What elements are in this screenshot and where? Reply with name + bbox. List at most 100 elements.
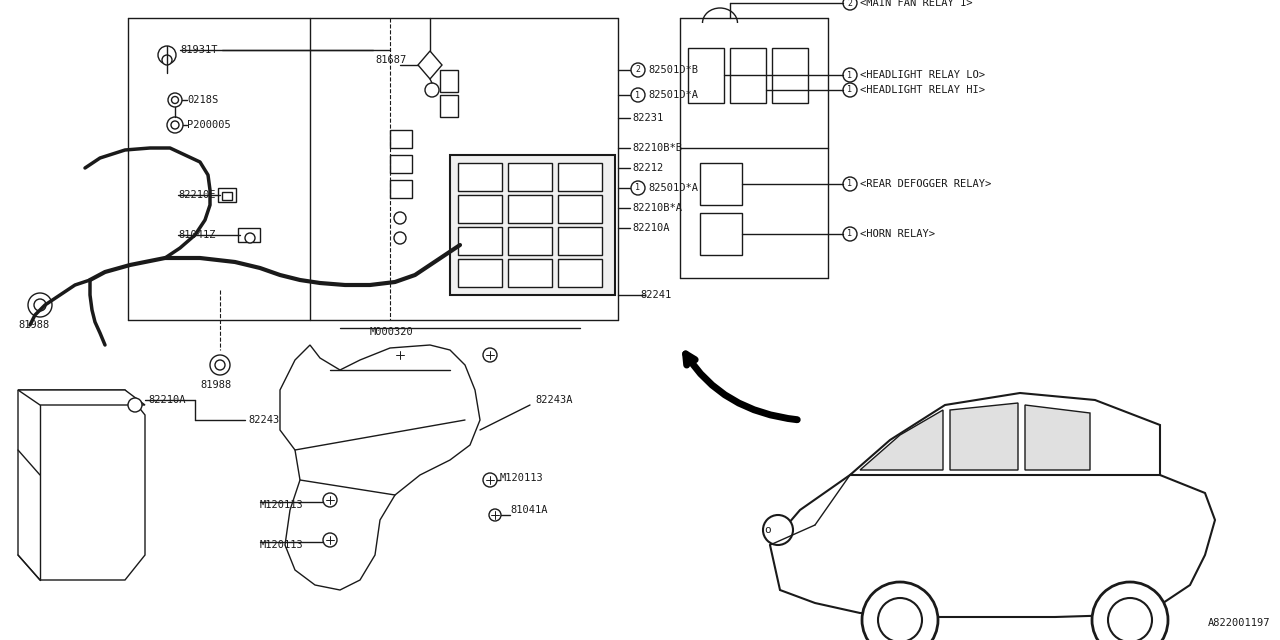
Polygon shape [18,390,145,405]
Circle shape [244,233,255,243]
Circle shape [1108,598,1152,640]
Text: <HEADLIGHT RELAY HI>: <HEADLIGHT RELAY HI> [860,85,986,95]
Text: 0218S: 0218S [187,95,219,105]
Bar [390,130,412,148]
Circle shape [763,515,794,545]
Bar [221,192,232,200]
Bar [558,259,602,287]
Polygon shape [850,393,1160,475]
Circle shape [483,473,497,487]
Bar [218,188,236,202]
Bar [458,163,502,191]
Circle shape [394,212,406,224]
Bar [508,259,552,287]
Circle shape [157,46,177,64]
Circle shape [323,493,337,507]
Text: 82212: 82212 [632,163,663,173]
Bar [508,195,552,223]
Text: M120113: M120113 [260,500,303,510]
Bar [508,227,552,255]
Text: 82241: 82241 [640,290,671,300]
Polygon shape [950,403,1018,470]
Text: 1: 1 [847,179,852,189]
Circle shape [163,55,172,65]
Circle shape [166,117,183,133]
Text: 82501D*A: 82501D*A [648,183,698,193]
Text: 82501D*B: 82501D*B [648,65,698,75]
Text: <REAR DEFOGGER RELAY>: <REAR DEFOGGER RELAY> [860,179,991,189]
Circle shape [878,598,922,640]
Circle shape [28,293,52,317]
Text: 81988: 81988 [18,320,49,330]
Bar [458,227,502,255]
Text: 82210A: 82210A [632,223,669,233]
Text: 82210B*A: 82210B*A [632,203,682,213]
Circle shape [425,83,439,97]
Bar [238,228,260,242]
Polygon shape [18,390,145,580]
Text: <MAIN FAN RELAY 1>: <MAIN FAN RELAY 1> [860,0,973,8]
Text: <HORN RELAY>: <HORN RELAY> [860,229,934,239]
Bar [458,259,502,287]
Text: 81931T: 81931T [180,45,218,55]
Polygon shape [771,457,1215,617]
Text: 82210B*B: 82210B*B [632,143,682,153]
Bar [390,155,412,173]
Circle shape [394,232,406,244]
Text: A822001197: A822001197 [1207,618,1270,628]
Bar [700,163,742,205]
Text: 1: 1 [635,184,640,193]
Text: 2: 2 [635,65,640,74]
Bar [451,155,614,295]
Text: o: o [764,525,772,535]
Circle shape [35,299,46,311]
Text: 2: 2 [847,0,852,8]
Circle shape [844,227,858,241]
Bar [558,227,602,255]
Text: 1: 1 [847,70,852,79]
Text: 82231: 82231 [632,113,663,123]
Text: 82501D*A: 82501D*A [648,90,698,100]
Bar [772,48,808,103]
FancyArrowPatch shape [686,354,797,420]
Circle shape [172,121,179,129]
Circle shape [844,177,858,191]
Bar [730,48,765,103]
Circle shape [631,88,645,102]
Text: 1: 1 [847,86,852,95]
Bar [440,95,458,117]
Text: 81041Z: 81041Z [178,230,215,240]
Text: 82243: 82243 [248,415,279,425]
Text: 82243A: 82243A [535,395,572,405]
Text: M120113: M120113 [500,473,544,483]
Text: 82210E: 82210E [178,190,215,200]
Circle shape [631,63,645,77]
Circle shape [483,348,497,362]
Bar [700,213,742,255]
Polygon shape [419,51,442,79]
Circle shape [844,0,858,10]
Circle shape [210,355,230,375]
Text: 82210A: 82210A [148,395,186,405]
Circle shape [489,509,500,521]
Bar [458,195,502,223]
Bar [558,163,602,191]
Text: M000320: M000320 [370,327,413,337]
Bar [390,180,412,198]
Text: 81988: 81988 [200,380,232,390]
Text: 1: 1 [847,230,852,239]
Bar [440,70,458,92]
Circle shape [128,398,142,412]
Circle shape [844,83,858,97]
Text: <HEADLIGHT RELAY LO>: <HEADLIGHT RELAY LO> [860,70,986,80]
Bar [558,195,602,223]
Text: P200005: P200005 [187,120,230,130]
Circle shape [215,360,225,370]
Circle shape [323,533,337,547]
Circle shape [861,582,938,640]
Polygon shape [860,410,943,470]
Text: 1: 1 [635,90,640,99]
Circle shape [393,348,407,362]
Polygon shape [1025,405,1091,470]
Text: 81041A: 81041A [509,505,548,515]
